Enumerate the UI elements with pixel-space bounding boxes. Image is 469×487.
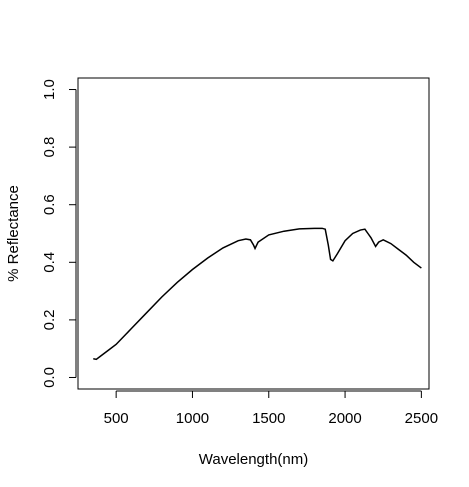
x-tick-label: 500: [104, 410, 129, 427]
y-tick-label: 0.0: [41, 367, 58, 388]
x-tick-label: 1500: [252, 410, 285, 427]
x-axis-title: Wavelength(nm): [199, 451, 308, 468]
x-tick-label: 2500: [405, 410, 438, 427]
y-tick-label: 0.8: [41, 137, 58, 158]
y-axis: 0.0 0.2 0.4 0.6 0.8 1.0: [41, 79, 77, 388]
x-axis: 500 1000 1500 2000 2500: [104, 390, 438, 427]
reflectance-series-line: [93, 227, 422, 361]
y-tick-label: 1.0: [41, 79, 58, 100]
x-tick-label: 2000: [328, 410, 361, 427]
y-tick-label: 0.2: [41, 309, 58, 330]
y-tick-label: 0.6: [41, 194, 58, 215]
y-tick-label: 0.4: [41, 252, 58, 273]
plot-frame: [77, 77, 430, 390]
x-tick-label: 1000: [176, 410, 209, 427]
y-axis-title: % Reflectance: [5, 185, 22, 282]
